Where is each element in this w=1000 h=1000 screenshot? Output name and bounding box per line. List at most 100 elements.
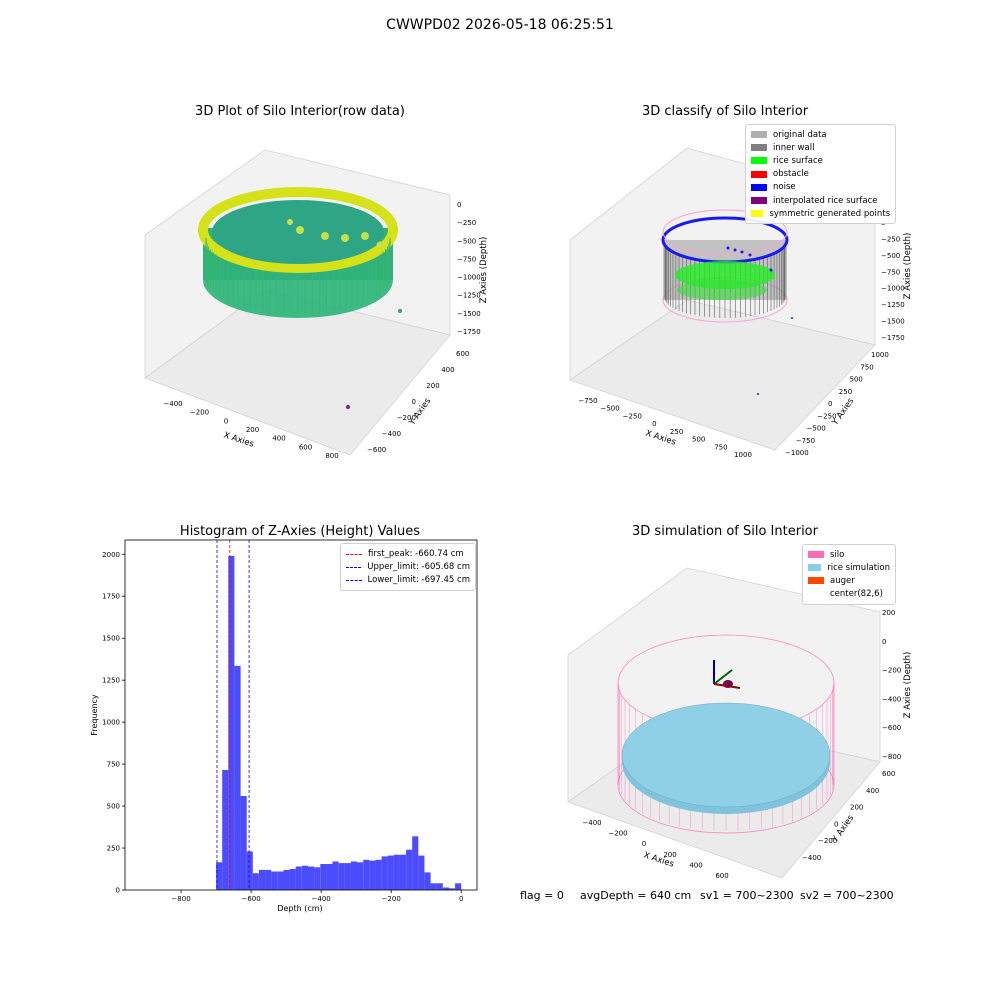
y-tick-label: 250: [107, 845, 120, 853]
legend-label: rice simulation: [827, 562, 890, 573]
flag-text: flag = 0: [520, 889, 564, 902]
classify-zlabel: Z Axies (Depth): [903, 233, 913, 300]
x-tick-label: −800: [171, 895, 190, 903]
simulation-zlabel: Z Axies (Depth): [903, 652, 913, 719]
simulation-z-tick: −200: [882, 667, 901, 675]
classify-x-tick: 750: [714, 443, 727, 451]
simulation-z-tick: −400: [882, 695, 901, 703]
avg-depth-text: avgDepth = 640 cm: [580, 889, 692, 902]
histogram-bar: [418, 855, 425, 890]
histogram-bar: [436, 883, 443, 890]
classify-plot-title: 3D classify of Silo Interior: [641, 104, 809, 119]
simulation-x-tick: 400: [689, 861, 702, 869]
histogram-bar: [381, 856, 388, 890]
histogram-bar: [338, 863, 345, 890]
raw-z-tick: −750: [457, 255, 476, 263]
raw-z-tick: −1000: [457, 274, 481, 282]
histogram-bar: [363, 859, 370, 890]
y-tick-label: 1250: [102, 677, 120, 685]
simulation-z-tick: −800: [882, 753, 901, 761]
histogram-axes: −800 −600 −400 −200 0 0 250 500 750 1000 1250 1500 1…: [102, 539, 478, 903]
classify-z-tick: −1000: [881, 285, 905, 293]
classify-y-tick: −1000: [785, 449, 809, 457]
legend-item: Upper_limit: -605.68 cm: [346, 560, 470, 573]
simulation-x-tick: 600: [715, 872, 728, 880]
legend-label: Lower_limit: -697.45 cm: [367, 574, 470, 585]
histogram-bar: [387, 855, 394, 890]
histogram-bar: [314, 867, 321, 890]
legend-swatch: [808, 577, 824, 585]
raw-x-tick: 0: [224, 417, 228, 425]
y-tick-label: 750: [107, 761, 120, 769]
histogram-bar: [357, 862, 364, 890]
histogram-bar: [283, 869, 290, 890]
histogram-bar: [277, 871, 284, 890]
x-tick-label: −600: [241, 895, 260, 903]
raw-z-tick: −1500: [457, 310, 481, 318]
classify-y-tick: −500: [807, 425, 826, 433]
simulation-x-tick: −200: [608, 830, 627, 838]
x-tick-label: −200: [382, 895, 401, 903]
histogram-xlabel: Depth (cm): [277, 904, 322, 913]
raw-x-tick: −200: [190, 409, 209, 417]
raw-z-tick: 0: [457, 201, 461, 209]
histogram-bar: [234, 665, 241, 890]
raw-plot-title: 3D Plot of Silo Interior(row data): [195, 104, 405, 119]
legend-swatch: [751, 210, 764, 218]
legend-swatch: [751, 144, 767, 152]
raw-y-tick: −200: [397, 414, 416, 422]
legend-label: noise: [773, 182, 796, 193]
histogram-vlines: [216, 540, 250, 890]
histogram-bar: [393, 854, 400, 890]
legend-swatch: [346, 553, 362, 555]
legend-item: auger: [808, 574, 890, 587]
simulation-plot-title: 3D simulation of Silo Interior: [632, 524, 818, 539]
histogram-bar: [442, 887, 449, 890]
histogram-bar: [375, 859, 382, 890]
legend-label: original data: [773, 129, 827, 140]
classify-x-tick: 250: [670, 428, 683, 436]
legend-swatch: [808, 551, 824, 559]
histogram-bar: [412, 836, 419, 890]
legend-label: symmetric generated points: [769, 208, 890, 219]
x-tick-label: 0: [459, 895, 463, 903]
raw-z-tick: −500: [457, 237, 476, 245]
histogram-legend: first_peak: -660.74 cm Upper_limit: -605.…: [340, 543, 476, 591]
legend-label: silo: [830, 549, 845, 560]
classify-y-tick: 500: [850, 376, 863, 384]
legend-label: first_peak: -660.74 cm: [368, 548, 464, 559]
simulation-x-tick: 0: [642, 840, 646, 848]
simulation-x-tick: −400: [582, 819, 601, 827]
legend-label: interpolated rice surface: [773, 195, 878, 206]
simulation-legend: silo rice simulation auger center(82,6): [802, 544, 896, 605]
classify-y-tick: 750: [860, 363, 873, 371]
histogram-bar: [289, 869, 296, 890]
classify-y-tick: −750: [796, 437, 815, 445]
raw-x-tick: 800: [325, 452, 338, 460]
classify-z-tick: −250: [881, 235, 900, 243]
legend-item: symmetric generated points: [751, 207, 890, 220]
simulation-z-tick: 200: [882, 609, 895, 617]
classify-legend: original data inner wall rice surface obsta…: [745, 124, 896, 225]
simulation-y-tick: −400: [802, 854, 821, 862]
histogram-bar: [216, 862, 223, 890]
classify-x-tick: 500: [692, 436, 705, 444]
legend-label: inner wall: [773, 142, 815, 153]
legend-label: rice surface: [773, 155, 823, 166]
histogram-bar: [369, 860, 376, 890]
classify-y-tick: 250: [839, 388, 852, 396]
classify-y-tick: 0: [828, 400, 832, 408]
histogram-bar: [295, 866, 302, 890]
histogram-bar: [271, 871, 278, 890]
histogram-bar: [320, 864, 327, 890]
histogram-bar: [350, 861, 357, 890]
simulation-y-tick: 400: [866, 787, 879, 795]
histogram-chart: −800 −600 −400 −200 0 0 250 500 750 1000 1250 1500 1…: [90, 539, 478, 913]
simulation-y-tick: −200: [818, 837, 837, 845]
legend-swatch: [808, 590, 824, 598]
raw-z-tick: −1750: [457, 328, 481, 336]
y-tick-label: 0: [116, 887, 120, 895]
legend-label: Upper_limit: -605.68 cm: [367, 561, 470, 572]
histogram-bar: [344, 863, 351, 890]
classify-y-tick: −250: [817, 412, 836, 420]
